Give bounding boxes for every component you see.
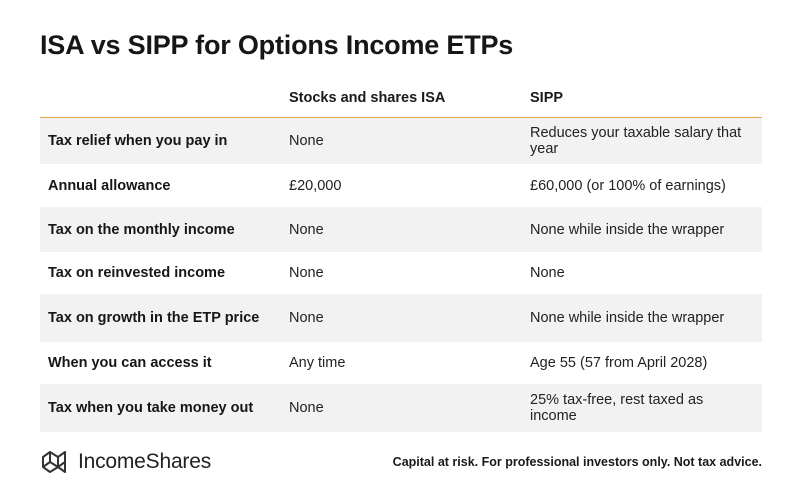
sipp-cell: None: [530, 265, 565, 281]
isa-cell: None: [289, 310, 324, 326]
table-row: Tax when you take money out None 25% tax…: [40, 384, 762, 432]
table-row: Tax on the monthly income None None whil…: [40, 207, 762, 252]
table-row: Tax on reinvested income None None: [40, 252, 762, 294]
isa-cell: None: [289, 133, 324, 149]
brand-name: IncomeShares: [78, 450, 212, 473]
sipp-cell: None while inside the wrapper: [530, 221, 725, 238]
row-label: When you can access it: [48, 355, 212, 371]
comparison-table: Stocks and shares ISA SIPP Tax relief wh…: [40, 78, 762, 432]
sipp-cell: Reduces your taxable salary that year: [530, 125, 742, 157]
page-title: ISA vs SIPP for Options Income ETPs: [40, 30, 514, 60]
row-label: Tax on the monthly income: [48, 221, 235, 238]
sipp-cell: 25% tax-free, rest taxed as income: [530, 392, 704, 424]
table-row: Annual allowance £20,000 £60,000 (or 100…: [40, 164, 762, 207]
isa-cell: None: [289, 221, 324, 238]
brand-logo: IncomeShares: [40, 448, 211, 476]
row-label: Annual allowance: [48, 177, 171, 194]
header-cell-sipp: SIPP: [530, 89, 564, 106]
table-row: When you can access it Any time Age 55 (…: [40, 342, 762, 384]
incomeshares-logo-icon: [42, 451, 66, 473]
row-label: Tax relief when you pay in: [48, 133, 228, 149]
row-label: Tax on reinvested income: [48, 265, 226, 281]
table-row: Tax on growth in the ETP price None None…: [40, 294, 762, 342]
row-label: Tax when you take money out: [48, 400, 254, 416]
isa-cell: Any time: [289, 355, 346, 371]
sipp-cell: None while inside the wrapper: [530, 310, 725, 326]
sipp-cell: £60,000 (or 100% of earnings): [530, 177, 726, 194]
sipp-cell: Age 55 (57 from April 2028): [530, 355, 708, 371]
isa-cell: £20,000: [289, 177, 342, 194]
table-header-row: Stocks and shares ISA SIPP: [40, 78, 762, 118]
table-row: Tax relief when you pay in None Reduces …: [40, 118, 762, 164]
isa-cell: None: [289, 400, 324, 416]
header-cell-isa: Stocks and shares ISA: [289, 89, 446, 106]
disclaimer-text: Capital at risk. For professional invest…: [392, 455, 762, 469]
isa-cell: None: [289, 265, 324, 281]
row-label: Tax on growth in the ETP price: [48, 310, 260, 326]
